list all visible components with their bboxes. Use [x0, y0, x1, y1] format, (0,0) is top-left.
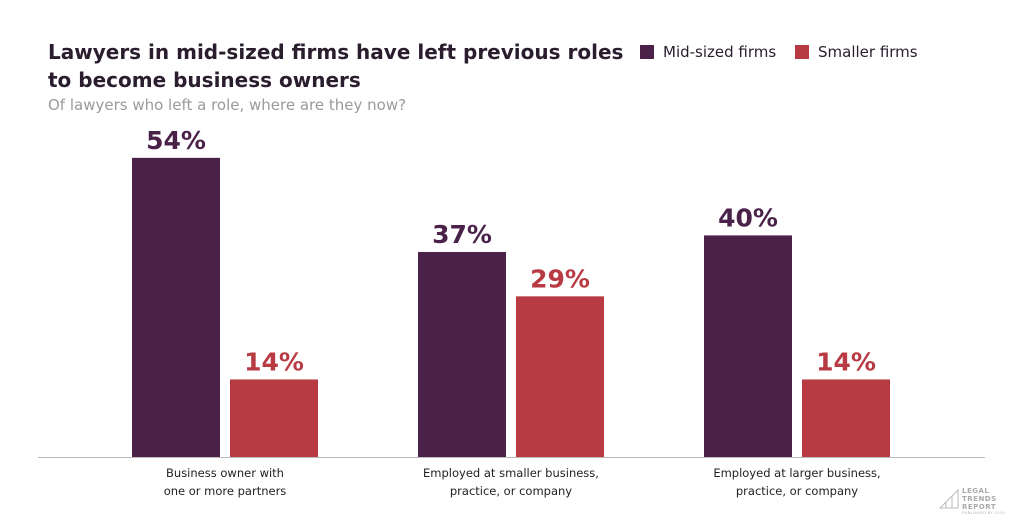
bar	[132, 157, 220, 457]
chart-title: Lawyers in mid-sized firms have left pre…	[48, 40, 624, 92]
legend-label: Smaller firms	[818, 43, 918, 61]
logo-line: REPORT	[962, 503, 997, 511]
logo: LEGAL TRENDS REPORT PUBLISHED BY CLIO	[962, 487, 1005, 516]
value-label: 54%	[146, 126, 206, 155]
logo-line: LEGAL	[962, 487, 990, 495]
legend-item: Smaller firms	[795, 43, 918, 61]
value-label: 14%	[244, 347, 304, 376]
value-label: 29%	[530, 264, 590, 293]
logo-mark	[938, 488, 959, 509]
logo-line: TRENDS	[962, 495, 997, 503]
value-label: 37%	[432, 220, 492, 249]
bar	[516, 296, 604, 457]
legend-swatch	[640, 45, 654, 59]
x-tick-label: Employed at smaller business, practice, …	[423, 466, 599, 498]
legend-swatch	[795, 45, 809, 59]
legend-label: Mid-sized firms	[663, 43, 777, 61]
bar	[418, 252, 506, 457]
value-label: 14%	[816, 347, 876, 376]
bar	[704, 235, 792, 457]
x-tick-label: Business owner with one or more partners	[163, 466, 287, 498]
bar	[802, 379, 890, 457]
value-label: 40%	[718, 203, 778, 232]
chart-subtitle: Of lawyers who left a role, where are th…	[48, 96, 407, 114]
bar	[230, 379, 318, 457]
x-tick-label: Employed at larger business, practice, o…	[713, 466, 881, 498]
logo-sub: PUBLISHED BY CLIO	[962, 511, 1006, 515]
legend-item: Mid-sized firms	[640, 43, 776, 61]
